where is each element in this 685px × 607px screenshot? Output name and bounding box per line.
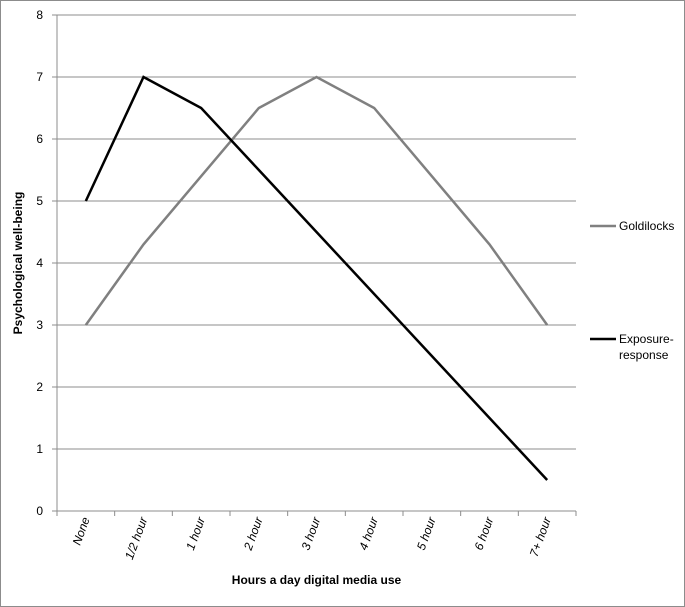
y-axis-ticks: 0 1 2 3 4 5 6 7 8: [36, 8, 57, 518]
y-tick-label: 0: [36, 504, 43, 518]
y-tick-label: 1: [36, 442, 43, 456]
legend: Goldilocks Exposure-response: [590, 219, 674, 362]
y-tick-label: 8: [36, 8, 43, 22]
y-tick-label: 7: [36, 70, 43, 84]
y-tick-label: 4: [36, 256, 43, 270]
x-tick-label: 4 hour: [356, 514, 381, 552]
legend-label: Goldilocks: [619, 219, 674, 233]
x-tick-label: 1/2 hour: [122, 514, 151, 561]
legend-label-line: Goldilocks: [619, 219, 674, 233]
y-axis-title: Psychological well-being: [11, 192, 25, 335]
x-tick-label: 5 hour: [414, 514, 439, 552]
x-axis-title: Hours a day digital media use: [232, 573, 402, 587]
x-tick-label: 7+ hour: [527, 514, 555, 558]
x-tick-label: None: [70, 515, 93, 547]
series-line-exposure-response: [84, 75, 549, 481]
legend-label-line: Exposure-: [619, 332, 674, 346]
y-tick-label: 3: [36, 318, 43, 332]
x-axis-ticks: None 1/2 hour 1 hour 2 hour 3 hour 4 hour 5 ho…: [56, 511, 577, 561]
legend-label: Exposure-response: [619, 332, 674, 362]
legend-label-line: response: [619, 348, 669, 362]
x-tick-label: 2 hour: [241, 514, 266, 553]
series-line-goldilocks: [84, 75, 549, 326]
y-tick-label: 5: [36, 194, 43, 208]
x-tick-label: 6 hour: [472, 514, 497, 552]
series-lines: [84, 75, 549, 481]
x-tick-label: 3 hour: [299, 514, 324, 552]
y-tick-label: 2: [36, 380, 43, 394]
gridlines: [57, 14, 576, 450]
y-tick-label: 6: [36, 132, 43, 146]
x-tick-label: 1 hour: [183, 514, 208, 552]
